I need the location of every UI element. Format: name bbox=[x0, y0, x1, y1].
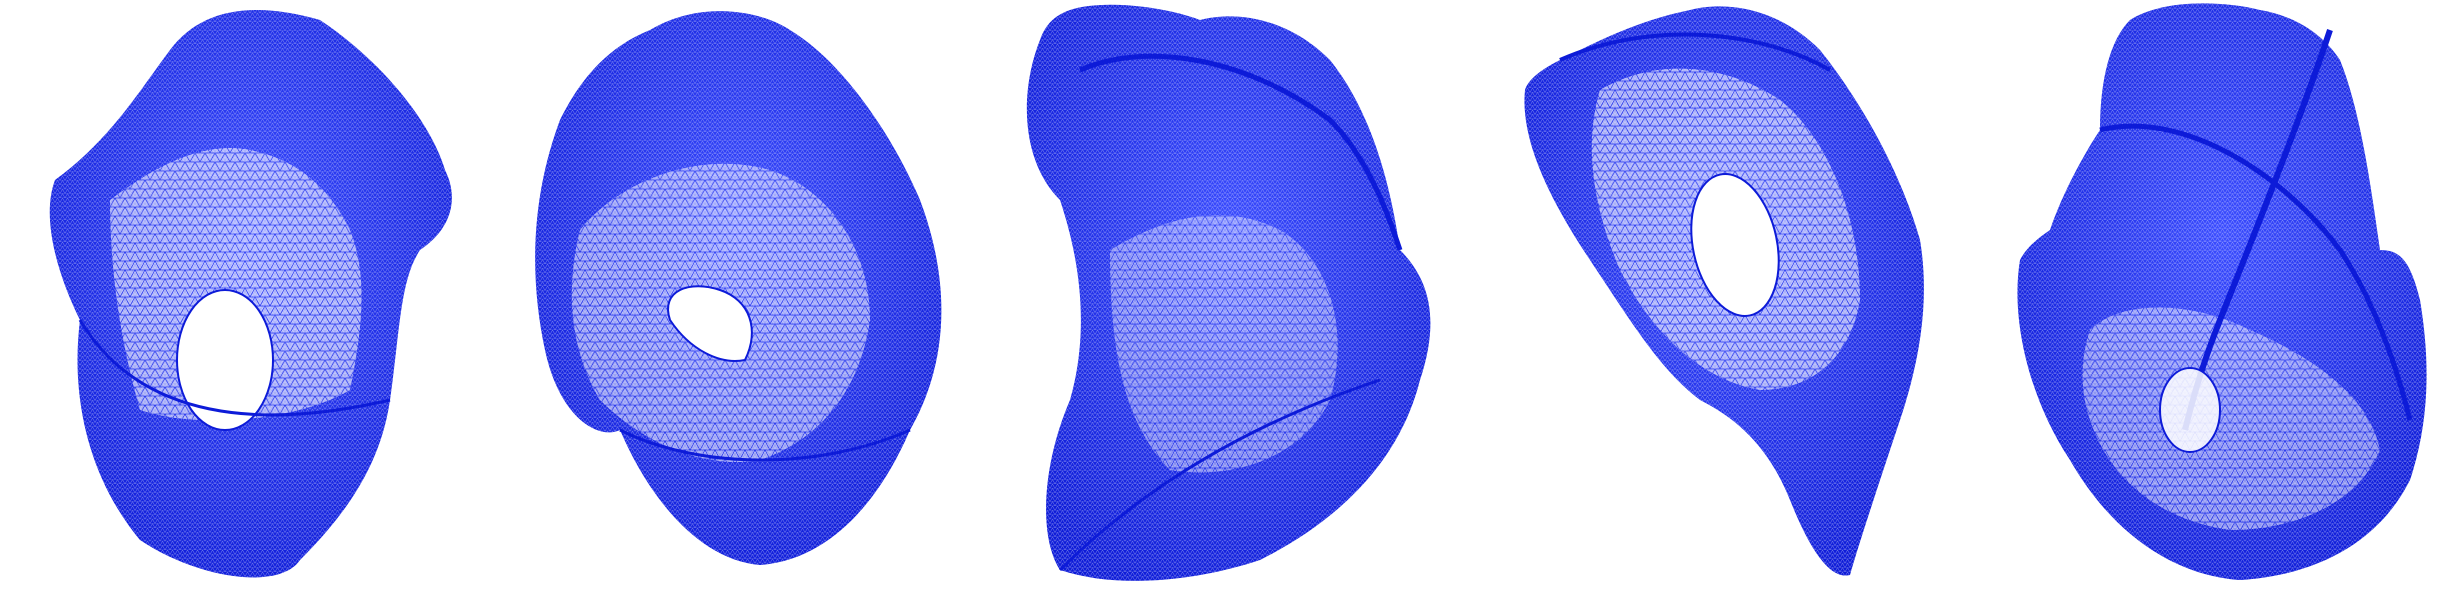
mesh-panel-2 bbox=[535, 11, 942, 565]
mesh-2-fold bbox=[619, 428, 911, 462]
mesh-panel-4 bbox=[1524, 6, 1924, 576]
mesh-1-fold bbox=[78, 319, 391, 417]
mesh-panel-3 bbox=[1026, 4, 1431, 581]
mesh-panel-5 bbox=[2017, 3, 2427, 580]
mesh-4-rim bbox=[1559, 32, 1831, 72]
mesh-2-hole bbox=[667, 285, 753, 362]
mesh-3-fold bbox=[1058, 378, 1381, 572]
mesh-1-hole bbox=[176, 289, 274, 431]
mesh-panel-1 bbox=[49, 10, 452, 578]
mesh-3-twist-band bbox=[1079, 53, 1403, 251]
mesh-5-inner-lighter bbox=[2082, 307, 2380, 530]
mesh-5-band-1 bbox=[2099, 123, 2413, 421]
mesh-4-hole bbox=[1690, 173, 1780, 317]
mesh-1-inner-lighter bbox=[110, 148, 362, 421]
mesh-5-hole bbox=[2159, 367, 2221, 453]
mesh-3-inner-lighter bbox=[1110, 215, 1338, 473]
